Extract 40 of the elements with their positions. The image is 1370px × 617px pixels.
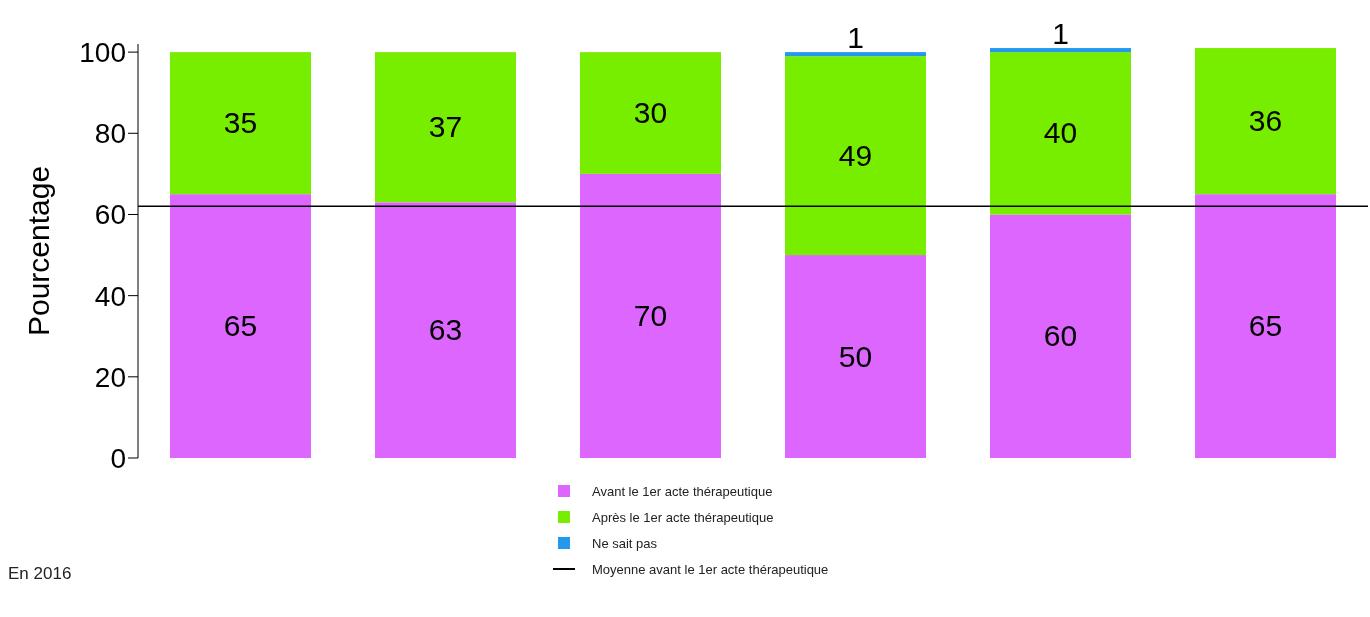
data-label: 40 [1043,116,1078,150]
legend-label: Après le 1er acte thérapeutique [592,509,774,525]
bar [785,56,926,256]
bar [580,173,721,458]
bar [1195,194,1336,458]
y-tick-label: 60 [94,199,126,231]
legend-label: Moyenne avant le 1er acte thérapeutique [592,561,829,577]
bar [990,52,1131,215]
data-label: 1 [847,21,864,55]
bar [375,52,516,203]
bar [990,214,1131,458]
data-label: 65 [223,309,258,343]
text: En 2016 [8,564,72,584]
data-label: 37 [428,110,463,144]
bar [170,52,311,195]
data-label: 60 [1043,319,1078,353]
y-tick-label: 20 [94,361,126,393]
data-label: 1 [1052,17,1069,51]
legend-label: Ne sait pas [592,535,658,551]
bar [990,48,1131,53]
data-label: 49 [838,138,873,172]
bar [580,52,721,174]
bar [170,194,311,458]
y-tick-label: 80 [94,118,126,150]
bar [375,202,516,458]
bar [1195,48,1336,195]
data-label: 63 [428,313,463,347]
data-label: 50 [838,339,873,373]
y-tick-label: 0 [110,442,126,474]
data-label: 35 [223,106,258,140]
data-label: 36 [1248,104,1283,138]
bar [785,255,926,458]
data-label: 30 [633,96,668,129]
data-label: 65 [1248,309,1283,343]
y-tick-label: 100 [79,37,126,69]
y-axis-title: Pourcentage [21,165,55,337]
data-label: 70 [633,298,668,332]
legend-label: Avant le 1er acte thérapeutique [592,483,773,499]
bar [785,52,926,57]
y-tick-label: 40 [94,280,126,312]
